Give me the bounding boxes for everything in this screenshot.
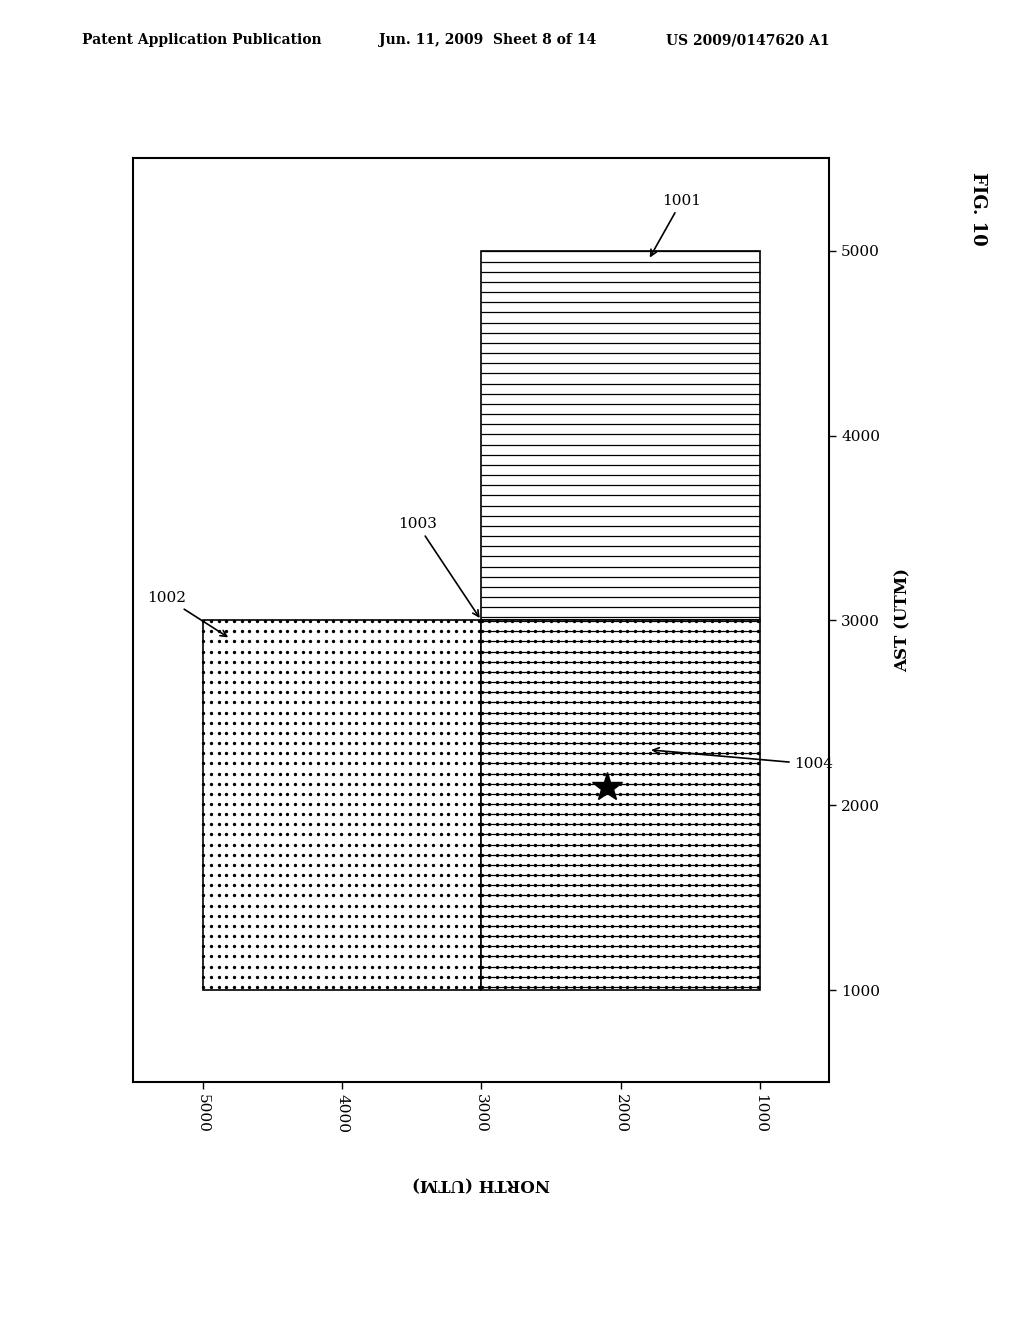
Text: US 2009/0147620 A1: US 2009/0147620 A1 [666,33,829,48]
Text: Jun. 11, 2009  Sheet 8 of 14: Jun. 11, 2009 Sheet 8 of 14 [379,33,596,48]
Text: 1003: 1003 [397,517,478,616]
Text: 1002: 1002 [147,591,226,636]
Text: 1004: 1004 [653,747,834,771]
Bar [203,620,481,990]
Bar [481,620,760,990]
Text: 1001: 1001 [650,194,701,256]
Y-axis label: AST (UTM): AST (UTM) [894,569,911,672]
Text: Patent Application Publication: Patent Application Publication [82,33,322,48]
Bar [481,251,760,620]
Text: FIG. 10: FIG. 10 [969,172,987,246]
X-axis label: NORTH (UTM): NORTH (UTM) [413,1175,550,1192]
